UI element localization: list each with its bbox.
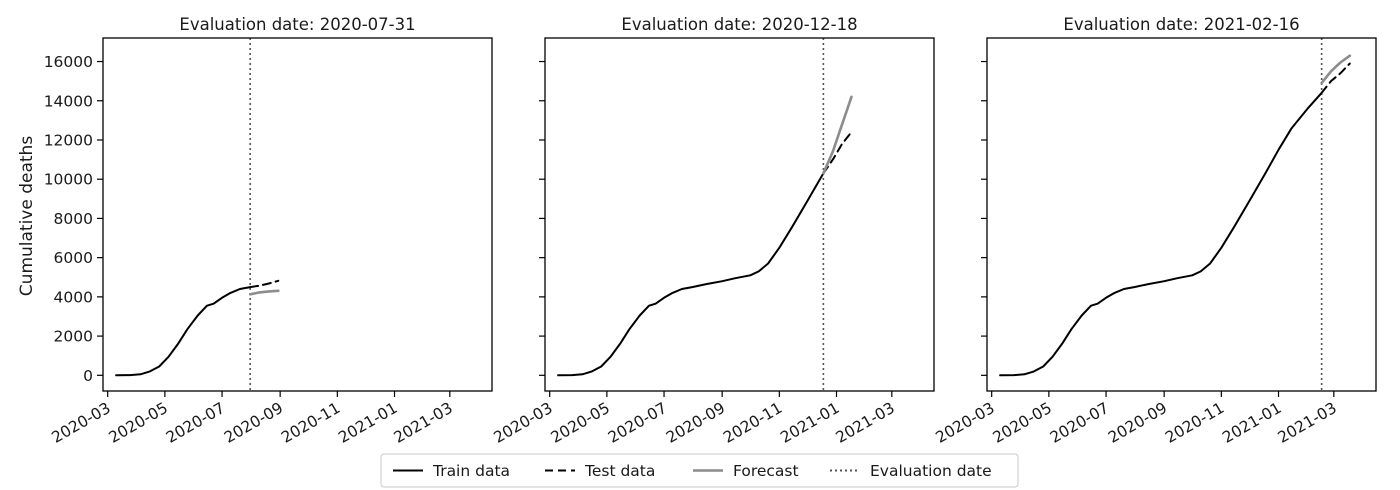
plot-area	[999, 38, 1352, 391]
plot-area	[557, 38, 853, 391]
legend-label: Forecast	[733, 462, 799, 480]
series-test-data	[1320, 62, 1351, 94]
axes-frame	[986, 37, 1377, 392]
x-tick-label: 2021-03	[1275, 399, 1340, 447]
series-forecast	[248, 289, 280, 296]
y-tick-label: 12000	[44, 131, 93, 149]
axes-frame	[102, 37, 493, 392]
x-tick-label: 2020-09	[663, 399, 728, 447]
legend: Train data Test data Forecast Evaluation da…	[380, 453, 1019, 488]
x-tick-label: 2020-05	[548, 399, 613, 447]
x-tick-label: 2020-03	[49, 399, 114, 447]
y-tick-label: 6000	[54, 249, 93, 267]
y-tick-label: 4000	[54, 288, 93, 306]
x-tick-label: 2020-11	[278, 399, 343, 447]
y-tick-label: 2000	[54, 328, 93, 346]
x-tick-label: 2021-01	[335, 399, 400, 447]
series-forecast	[1320, 54, 1352, 85]
x-tick-label: 2020-03	[491, 399, 556, 447]
y-tick-label: 0	[83, 367, 93, 385]
plot-area	[115, 38, 280, 391]
series-train-data	[557, 172, 825, 377]
x-tick-label: 2020-07	[605, 399, 670, 447]
y-axis-label: Cumulative deaths	[17, 136, 37, 297]
chart-title: Evaluation date: 2020-07-31	[179, 15, 415, 34]
x-tick-label: 2020-05	[990, 399, 1055, 447]
chart-panel-2: Evaluation date: 2020-12-182020-032020-0…	[491, 15, 935, 447]
x-tick-label: 2021-01	[1219, 399, 1284, 447]
x-tick-label: 2020-11	[720, 399, 785, 447]
y-tick-label: 10000	[44, 171, 93, 189]
chart-panel-3: Evaluation date: 2021-02-162020-032020-0…	[933, 15, 1377, 447]
x-tick-label: 2020-05	[106, 399, 171, 447]
x-tick-label: 2020-11	[1162, 399, 1227, 447]
x-tick-label: 2020-07	[163, 399, 228, 447]
legend-label: Evaluation date	[870, 462, 992, 480]
axes-frame	[544, 37, 935, 392]
y-tick-label: 16000	[44, 53, 93, 71]
series-forecast	[822, 95, 853, 175]
x-tick-label: 2020-03	[933, 399, 998, 447]
series-test-data	[822, 131, 853, 175]
y-tick-label: 8000	[54, 210, 93, 228]
series-train-data	[999, 91, 1323, 377]
legend-label: Test data	[584, 462, 655, 480]
x-tick-label: 2020-09	[221, 399, 286, 447]
y-tick-label: 14000	[44, 92, 93, 110]
panels: Evaluation date: 2020-07-31 0 2000 4000 6000…	[44, 15, 1377, 447]
chart-panel-1: Evaluation date: 2020-07-31 0 2000 4000 6000…	[44, 15, 493, 447]
x-tick-label: 2020-09	[1105, 399, 1170, 447]
series-train-data	[115, 286, 252, 377]
x-tick-label: 2021-03	[391, 399, 456, 447]
chart-title: Evaluation date: 2021-02-16	[1063, 15, 1299, 34]
legend-label: Train data	[432, 462, 510, 480]
x-tick-label: 2021-03	[833, 399, 898, 447]
chart-title: Evaluation date: 2020-12-18	[621, 15, 857, 34]
x-tick-label: 2020-07	[1047, 399, 1112, 447]
x-tick-label: 2021-01	[777, 399, 842, 447]
series-test-data	[249, 279, 280, 289]
